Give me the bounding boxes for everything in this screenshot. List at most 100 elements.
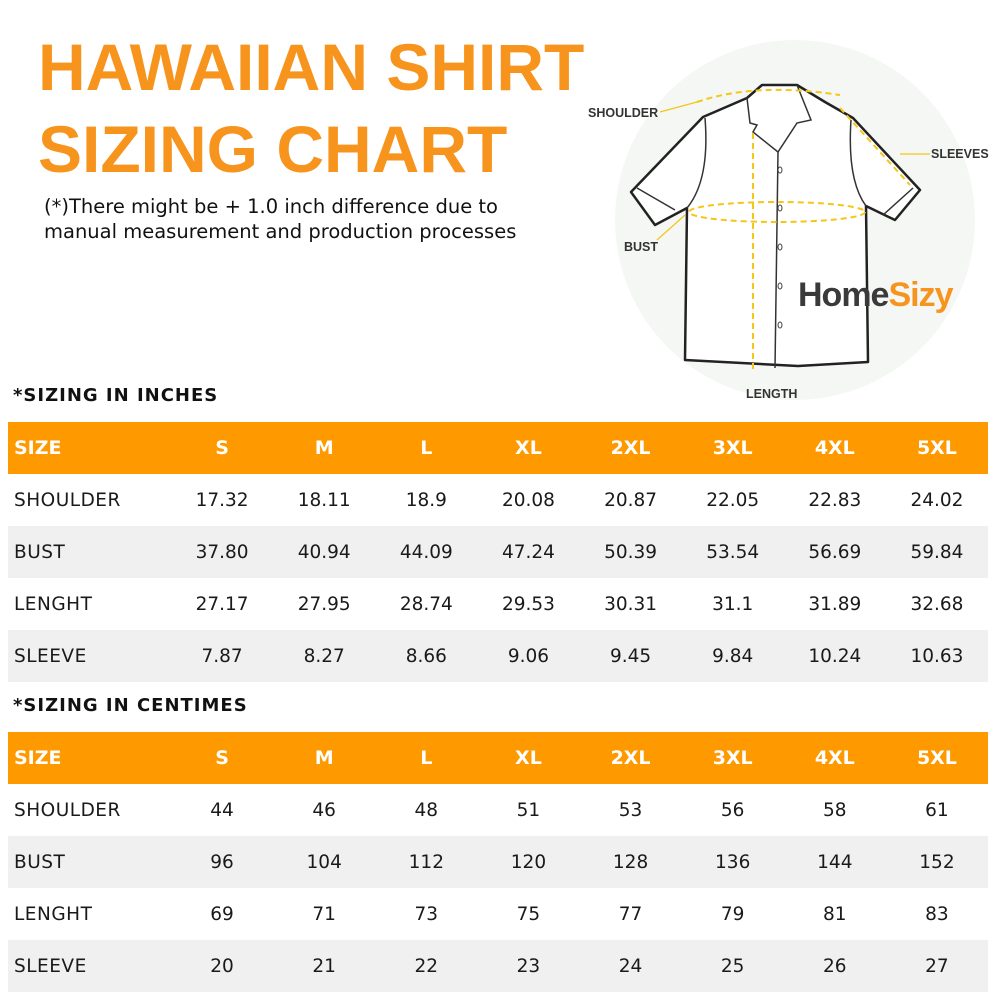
table-cell: 31.1 xyxy=(712,593,754,615)
table-cell: 58 xyxy=(823,799,847,821)
table-cell: 8.27 xyxy=(273,630,376,682)
row-label: SHOULDER xyxy=(14,489,121,511)
length-label: LENGTH xyxy=(746,387,798,401)
logo-sizy: Sizy xyxy=(888,276,953,314)
column-header: S xyxy=(171,732,274,784)
table-cell: 24 xyxy=(579,940,682,992)
table-row: SLEEVE 7.87 8.27 8.66 9.06 9.45 9.84 10.24 10.63 xyxy=(8,630,988,682)
table-row: LENGHT 69 71 73 75 77 79 81 83 xyxy=(8,888,988,940)
table-cell: 20.08 xyxy=(501,489,555,511)
table-cell: 29.53 xyxy=(501,593,555,615)
table-cell: 53 xyxy=(618,799,643,821)
table-cell: 9.06 xyxy=(477,630,580,682)
table-cell: 20 xyxy=(171,940,274,992)
table-cell: 28.74 xyxy=(399,593,453,615)
column-header: XL xyxy=(477,732,580,784)
shirt-diagram: SHOULDER SLEEVES BUST LENGTH xyxy=(585,30,1000,415)
column-header: S xyxy=(171,422,274,474)
row-label: SHOULDER xyxy=(14,799,121,821)
table-cell: 7.87 xyxy=(171,630,274,682)
table-cell: 104 xyxy=(273,836,376,888)
table-cell: 51 xyxy=(516,799,541,821)
table-cell: 81 xyxy=(823,903,847,925)
column-header: SIZE xyxy=(8,422,171,474)
table-cell: 56.69 xyxy=(783,526,886,578)
column-header: 3XL xyxy=(681,732,784,784)
table-cell: 44 xyxy=(210,799,234,821)
table-cell: 83 xyxy=(925,903,949,925)
table-cell: 24.02 xyxy=(910,489,964,511)
table-cell: 21 xyxy=(273,940,376,992)
table-cell: 27 xyxy=(885,940,988,992)
centimeters-table: SIZE S M L XL 2XL 3XL 4XL 5XL SHOULDER 44 46 48 51 53… xyxy=(8,732,988,992)
table-cell: 17.32 xyxy=(195,489,249,511)
table-cell: 47.24 xyxy=(477,526,580,578)
sleeves-label: SLEEVES xyxy=(931,147,989,161)
table-cell: 71 xyxy=(312,903,336,925)
column-header: 2XL xyxy=(579,422,682,474)
table-cell: 120 xyxy=(477,836,580,888)
table-cell: 9.84 xyxy=(681,630,784,682)
centimeters-section-title: *SIZING IN CENTIMES xyxy=(13,695,248,716)
table-cell: 26 xyxy=(783,940,886,992)
inches-table: SIZE S M L XL 2XL 3XL 4XL 5XL SHOULDER 17.32 18.11… xyxy=(8,422,988,682)
table-cell: 22.05 xyxy=(706,489,760,511)
table-cell: 46 xyxy=(312,799,336,821)
column-header: M xyxy=(273,732,376,784)
inches-section-title: *SIZING IN INCHES xyxy=(13,385,219,406)
row-label: SLEEVE xyxy=(8,630,171,682)
shoulder-label: SHOULDER xyxy=(588,106,659,120)
table-cell: 48 xyxy=(414,799,439,821)
title-line-1: HAWAIIAN SHIRT xyxy=(38,30,585,104)
row-label: SLEEVE xyxy=(8,940,171,992)
table-cell: 112 xyxy=(375,836,478,888)
table-cell: 56 xyxy=(720,799,745,821)
table-cell: 25 xyxy=(681,940,784,992)
column-header: L xyxy=(375,732,478,784)
column-header: M xyxy=(273,422,376,474)
table-header-row: SIZE S M L XL 2XL 3XL 4XL 5XL xyxy=(8,422,988,474)
table-cell: 61 xyxy=(925,799,949,821)
table-cell: 27.17 xyxy=(195,593,249,615)
table-row: LENGHT 27.17 27.95 28.74 29.53 30.31 31.1 31.89… xyxy=(8,578,988,630)
table-cell: 40.94 xyxy=(273,526,376,578)
table-cell: 44.09 xyxy=(375,526,478,578)
table-cell: 73 xyxy=(414,903,439,925)
homesizy-logo: HomeSizy xyxy=(798,276,954,315)
table-cell: 10.24 xyxy=(783,630,886,682)
row-label: BUST xyxy=(8,526,171,578)
table-cell: 79 xyxy=(720,903,745,925)
column-header: 2XL xyxy=(579,732,682,784)
column-header: 4XL xyxy=(783,422,886,474)
shirt-illustration-icon xyxy=(615,40,975,400)
column-header: SIZE xyxy=(8,732,171,784)
table-cell: 18.9 xyxy=(405,489,447,511)
table-row: BUST 37.80 40.94 44.09 47.24 50.39 53.54 56.69 5… xyxy=(8,526,988,578)
column-header: XL xyxy=(477,422,580,474)
note-line-2: manual measurement and production proces… xyxy=(44,220,517,243)
table-cell: 128 xyxy=(579,836,682,888)
table-cell: 152 xyxy=(885,836,988,888)
row-label: BUST xyxy=(8,836,171,888)
table-row: BUST 96 104 112 120 128 136 144 152 xyxy=(8,836,988,888)
table-cell: 22.83 xyxy=(808,489,862,511)
column-header: 3XL xyxy=(681,422,784,474)
table-cell: 22 xyxy=(375,940,478,992)
column-header: 4XL xyxy=(783,732,886,784)
note-line-1: (*)There might be + 1.0 inch difference … xyxy=(44,195,498,218)
table-cell: 96 xyxy=(171,836,274,888)
column-header: 5XL xyxy=(885,732,988,784)
table-cell: 30.31 xyxy=(604,593,658,615)
table-row: SHOULDER 44 46 48 51 53 56 58 61 xyxy=(8,784,988,836)
table-cell: 8.66 xyxy=(375,630,478,682)
table-cell: 32.68 xyxy=(910,593,964,615)
logo-home: Home xyxy=(798,276,889,314)
bust-label: BUST xyxy=(624,240,659,254)
table-header-row: SIZE S M L XL 2XL 3XL 4XL 5XL xyxy=(8,732,988,784)
table-cell: 31.89 xyxy=(808,593,862,615)
column-header: 5XL xyxy=(885,422,988,474)
table-row: SHOULDER 17.32 18.11 18.9 20.08 20.87 22.05 22.… xyxy=(8,474,988,526)
title-line-2: SIZING CHART xyxy=(38,112,508,186)
table-cell: 37.80 xyxy=(171,526,274,578)
table-cell: 136 xyxy=(681,836,784,888)
